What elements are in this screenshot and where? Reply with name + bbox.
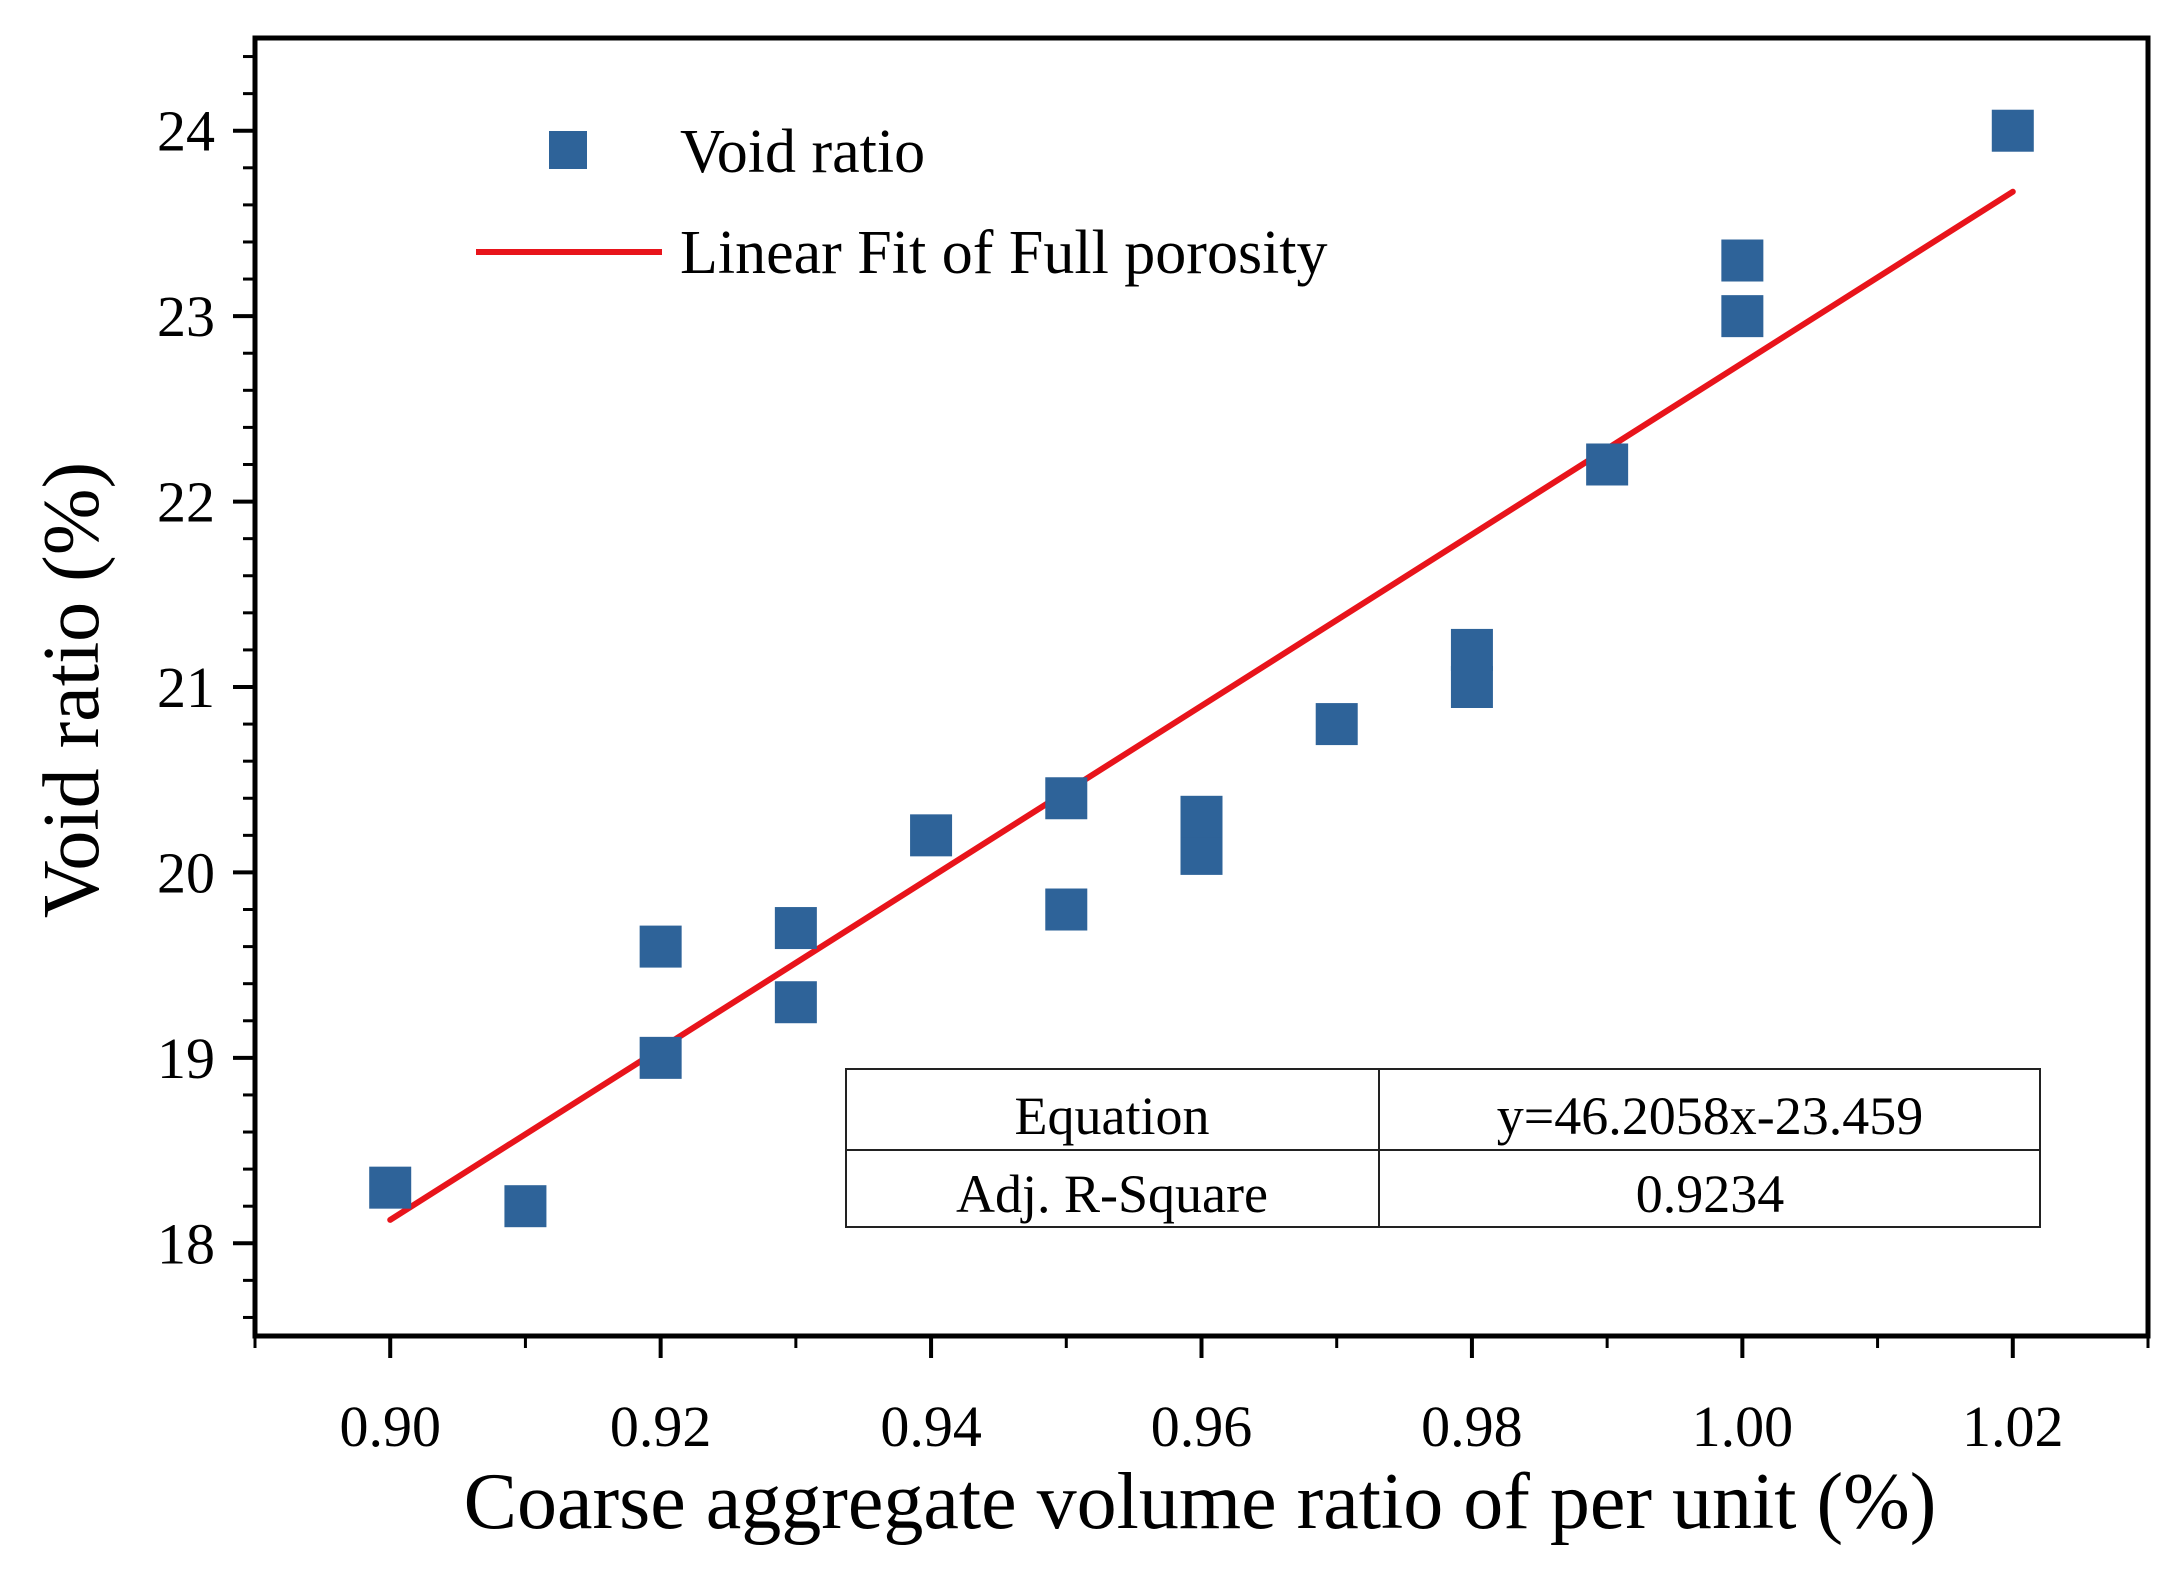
y-tick-label: 24 xyxy=(157,99,215,164)
data-point xyxy=(504,1185,547,1228)
ticks: 0.90 0.92 0.94 0.96 0.98 1.00 1.02 18 19 20 21 22 23… xyxy=(157,55,2150,1459)
y-axis-label: Void ratio (%) xyxy=(28,462,116,918)
x-tick-label: 1.00 xyxy=(1692,1394,1794,1459)
x-tick-label: 0.90 xyxy=(339,1394,441,1459)
stats-value-adj-r-square: 0.9234 xyxy=(1636,1164,1785,1224)
stats-table: Equation y=46.2058x-23.459 Adj. R-Square… xyxy=(845,1068,2041,1228)
data-point xyxy=(1045,888,1088,931)
data-point xyxy=(1450,628,1493,671)
x-tick-label: 1.02 xyxy=(1962,1394,2064,1459)
data-point xyxy=(1721,239,1764,282)
data-point xyxy=(910,814,953,857)
fit-line-layer xyxy=(387,188,2016,1223)
data-point xyxy=(639,1036,682,1079)
data-point xyxy=(1045,777,1088,820)
y-tick-label: 18 xyxy=(157,1211,215,1276)
x-tick-label: 0.98 xyxy=(1421,1394,1523,1459)
linear-fit-line xyxy=(387,188,2016,1223)
data-point xyxy=(1450,666,1493,708)
data-point xyxy=(639,925,682,968)
data-point xyxy=(1315,703,1358,746)
y-tick-label: 20 xyxy=(157,840,215,905)
stats-label-equation: Equation xyxy=(1015,1086,1210,1146)
data-point xyxy=(1180,795,1223,838)
data-point xyxy=(1180,832,1223,875)
data-point xyxy=(1586,443,1629,486)
data-point xyxy=(774,981,817,1024)
stats-value-equation: y=46.2058x-23.459 xyxy=(1497,1086,1923,1146)
legend: Void ratio Linear Fit of Full porosity xyxy=(476,118,1328,287)
y-tick-label: 23 xyxy=(157,284,215,349)
x-tick-label: 0.94 xyxy=(880,1394,982,1459)
y-tick-label: 19 xyxy=(157,1026,215,1091)
data-point xyxy=(1991,109,2034,152)
legend-label-void-ratio: Void ratio xyxy=(680,118,925,186)
data-point xyxy=(369,1166,412,1209)
x-axis-label: Coarse aggregate volume ratio of per uni… xyxy=(464,1458,1937,1546)
y-tick-label: 21 xyxy=(157,655,215,720)
legend-label-linear-fit: Linear Fit of Full porosity xyxy=(680,219,1328,287)
data-point xyxy=(774,907,817,950)
x-tick-label: 0.92 xyxy=(610,1394,712,1459)
data-points xyxy=(369,109,2034,1228)
y-tick-label: 22 xyxy=(157,470,215,535)
x-tick-label: 0.96 xyxy=(1151,1394,1253,1459)
data-point xyxy=(1721,295,1764,338)
stats-table-frame xyxy=(845,1068,2041,1228)
stats-label-adj-r-square: Adj. R-Square xyxy=(956,1164,1268,1224)
legend-marker-void-ratio xyxy=(549,131,587,169)
